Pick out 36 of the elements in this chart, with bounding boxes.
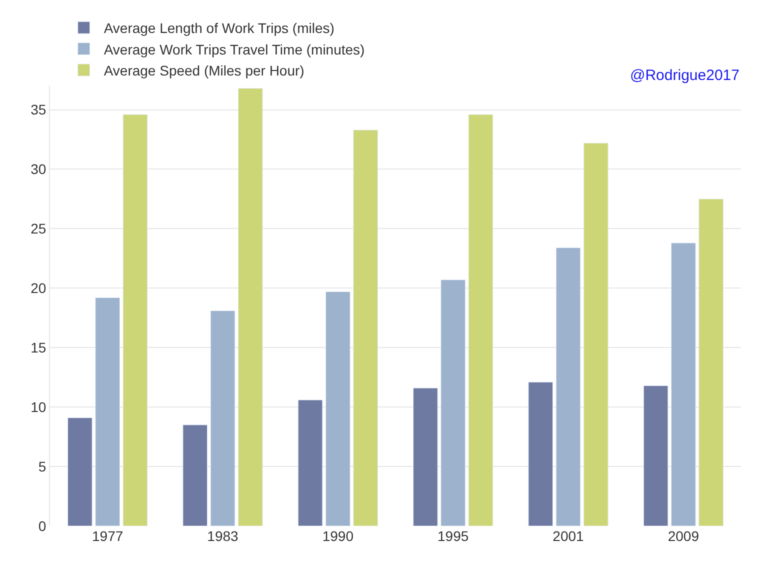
bar: [95, 297, 120, 526]
bar: [440, 280, 466, 526]
bar: [583, 142, 608, 526]
x-tick-label: 1995: [438, 528, 469, 544]
x-tick-label: 1990: [322, 528, 354, 544]
legend-label: Average Work Trips Travel Time (minutes): [104, 41, 365, 58]
x-tick-label: 2009: [668, 528, 700, 544]
bar: [671, 242, 696, 526]
y-tick-label: 15: [30, 340, 46, 356]
y-tick-label: 0: [38, 518, 46, 534]
bar: [698, 198, 724, 526]
y-tick-label: 35: [30, 102, 46, 118]
bar: [413, 388, 438, 526]
x-tick-label: 1983: [207, 528, 239, 544]
legend-label: Average Speed (Miles per Hour): [104, 62, 304, 78]
bar: [528, 382, 554, 526]
y-tick-label: 25: [30, 220, 46, 237]
bar: [122, 114, 148, 526]
bar: [210, 310, 236, 526]
bar: [182, 424, 208, 526]
y-tick-label: 10: [30, 398, 46, 415]
x-tick-label: 2001: [552, 528, 584, 544]
y-tick-label: 20: [30, 280, 46, 296]
bar: [238, 88, 263, 526]
text: @Rodrigue2017: [630, 67, 740, 84]
legend-label: Average Length of Work Trips (miles): [104, 20, 334, 36]
bar: [298, 400, 323, 526]
y-tick-label: 5: [38, 458, 46, 474]
bar: [468, 114, 494, 526]
bar: [326, 291, 350, 526]
y-tick-label: 30: [30, 161, 46, 178]
bar: [556, 247, 581, 526]
bar: [353, 130, 378, 526]
bar: [68, 418, 92, 526]
x-tick-label: 1977: [92, 528, 124, 544]
bar: [643, 385, 668, 526]
